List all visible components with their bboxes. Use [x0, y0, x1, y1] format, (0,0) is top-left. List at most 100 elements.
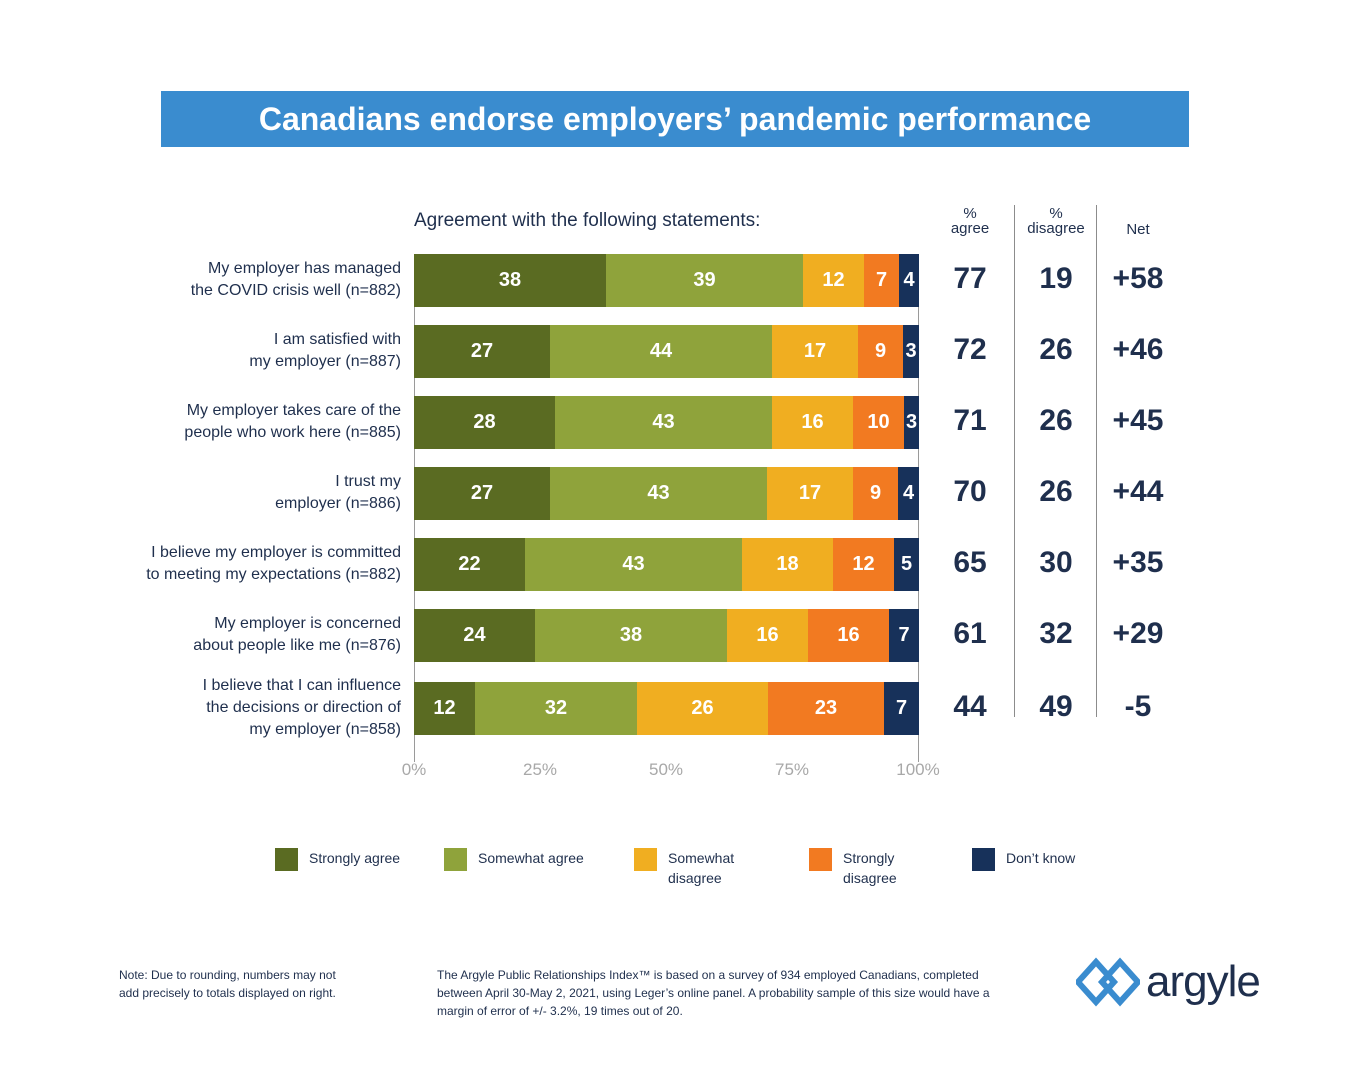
x-tick-label: 75% [774, 760, 810, 779]
stacked-bar: 27 43 17 9 4 [414, 467, 919, 520]
header-agree: % agree [950, 205, 990, 237]
stat-agree: 77 [953, 262, 987, 295]
bar-segment: 38 [535, 609, 727, 662]
logo-text: argyle [1146, 957, 1261, 1006]
x-tick-label: 25% [522, 760, 558, 779]
legend-label: Strongly disagree [843, 850, 897, 886]
stat-disagree: 26 [1039, 333, 1073, 366]
bar-segment: 9 [858, 325, 903, 378]
stat-disagree: 19 [1039, 262, 1073, 295]
row-label-line: my employer (n=858) [249, 721, 401, 738]
legend-swatch [972, 848, 995, 871]
row-label-line: My employer has managed [208, 260, 401, 277]
bar-segment: 27 [414, 325, 550, 378]
row-label-line: about people like me (n=876) [193, 637, 401, 654]
bar-segment: 17 [772, 325, 858, 378]
bar-segment: 4 [898, 467, 919, 520]
stat-net: +46 [1112, 333, 1164, 366]
bar-segment: 28 [414, 396, 555, 449]
argyle-logo: argyle [1076, 957, 1261, 1007]
bar-segment: 16 [808, 609, 889, 662]
stacked-bar: 28 43 16 10 3 [414, 396, 919, 449]
header-net: Net [1126, 221, 1150, 238]
bar-segment: 9 [853, 467, 898, 520]
stat-disagree: 30 [1039, 546, 1073, 579]
row-label: My employer takes care of the people who … [101, 400, 401, 444]
bar-segment: 7 [889, 609, 919, 662]
row-label: My employer is concerned about people lik… [101, 613, 401, 657]
bar-segment: 17 [767, 467, 853, 520]
legend-swatch [275, 848, 298, 871]
stat-net: +35 [1112, 546, 1164, 579]
legend-strongly-agree: Strongly agree [275, 848, 419, 871]
header-disagree: % disagree [1027, 205, 1085, 237]
row-label-line: the COVID crisis well (n=882) [190, 282, 401, 299]
stat-net: +58 [1112, 262, 1164, 295]
bar-segment: 38 [414, 254, 606, 307]
legend-somewhat-agree: Somewhat agree [444, 848, 588, 871]
bar-segment: 27 [414, 467, 550, 520]
bar-segment: 4 [899, 254, 919, 307]
row-label-line: I trust my [335, 473, 401, 490]
stat-agree: 70 [953, 475, 987, 508]
stat-agree: 72 [953, 333, 987, 366]
stat-disagree: 32 [1039, 617, 1073, 650]
bar-segment: 7 [864, 254, 899, 307]
stat-agree: 71 [953, 404, 987, 437]
legend-label: Don’t know [1006, 850, 1076, 866]
row-label-line: the decisions or direction of [206, 699, 401, 716]
bar-segment: 22 [414, 538, 525, 591]
chart-title: Canadians endorse employers’ pandemic pe… [161, 91, 1189, 147]
stacked-bar: 27 44 17 9 3 [414, 325, 919, 378]
row-label-line: My employer is concerned [214, 615, 401, 632]
row-label-line: I believe that I can influence [202, 677, 401, 694]
stat-net: +44 [1112, 475, 1164, 508]
bar-segment: 32 [475, 682, 637, 735]
x-tick-label: 100% [896, 760, 940, 779]
stat-disagree: 26 [1039, 475, 1073, 508]
bar-segment: 3 [904, 396, 919, 449]
row-label-line: My employer takes care of the [186, 402, 401, 419]
legend-swatch [634, 848, 657, 871]
column-divider [1014, 205, 1015, 717]
column-divider [1096, 205, 1097, 717]
bar-segment: 43 [525, 538, 742, 591]
row-label: I believe that I can influence the decisi… [101, 675, 401, 741]
stat-net: +45 [1112, 404, 1164, 437]
bar-segment: 26 [637, 682, 768, 735]
stacked-bar: 38 39 12 7 4 [414, 254, 919, 307]
row-label-line: my employer (n=887) [249, 353, 401, 370]
legend-swatch [809, 848, 832, 871]
legend-strongly-disagree: Strongly disagree [809, 848, 953, 888]
stacked-bar: 12 32 26 23 7 [414, 682, 919, 735]
stat-net: -5 [1124, 690, 1152, 723]
bar-segment: 44 [550, 325, 772, 378]
stat-disagree: 49 [1039, 690, 1073, 723]
row-label-line: I believe my employer is committed [151, 544, 401, 561]
rounding-note: Note: Due to rounding, numbers may not a… [119, 968, 336, 1000]
row-label-line: employer (n=886) [275, 495, 401, 512]
row-label: I am satisfied with my employer (n=887) [101, 329, 401, 373]
stat-agree: 65 [953, 546, 987, 579]
legend-swatch [444, 848, 467, 871]
row-label-line: I am satisfied with [273, 331, 401, 348]
bar-segment: 16 [727, 609, 808, 662]
legend-label: Somewhat disagree [668, 850, 735, 886]
bar-segment: 3 [903, 325, 919, 378]
stat-net: +29 [1112, 617, 1164, 650]
stat-agree: 61 [953, 617, 987, 650]
bar-segment: 39 [606, 254, 803, 307]
bar-segment: 18 [742, 538, 833, 591]
x-tick-label: 0% [401, 760, 427, 779]
bar-segment: 43 [550, 467, 767, 520]
bar-segment: 43 [555, 396, 772, 449]
bar-segment: 23 [768, 682, 884, 735]
stacked-bar: 22 43 18 12 5 [414, 538, 919, 591]
bar-segment: 12 [414, 682, 475, 735]
bar-segment: 16 [772, 396, 853, 449]
legend-somewhat-disagree: Somewhat disagree [634, 848, 778, 888]
row-label: I believe my employer is committed to mee… [101, 542, 401, 586]
bar-segment: 12 [833, 538, 894, 591]
stat-disagree: 26 [1039, 404, 1073, 437]
bar-segment: 12 [803, 254, 864, 307]
